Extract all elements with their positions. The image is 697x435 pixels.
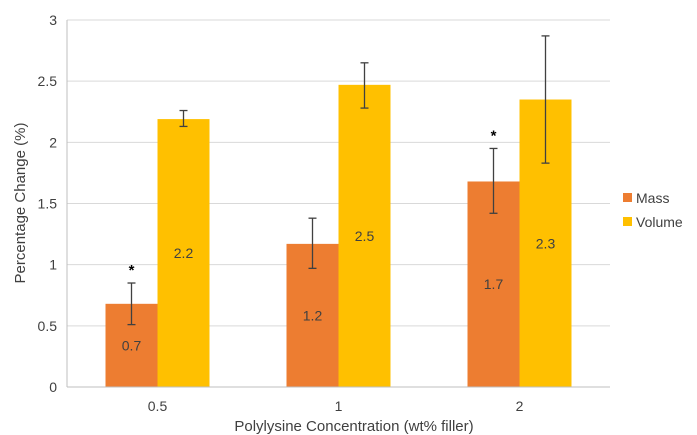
significance-marker: * [491,127,497,144]
legend-label: Volume [636,214,683,230]
bar [467,181,520,387]
axes: 0 0.5 1 1.5 2 2.5 3 0.5 1 2 [38,12,610,414]
data-labels: 0.7 * 2.2 1.2 2.5 1.7 * 2.3 [122,127,556,353]
data-label: 2.2 [174,245,194,261]
bars [105,84,572,388]
data-label: 1.2 [303,307,323,323]
legend-swatch [623,217,632,226]
data-label: 0.7 [122,337,142,353]
x-axis-title: Polylysine Concentration (wt% filler) [234,418,473,435]
legend-label: Mass [636,190,669,206]
error-bars [127,35,550,326]
y-tick-label: 2 [49,134,57,150]
x-tick-label: 0.5 [148,398,168,414]
data-label: 2.3 [536,235,556,251]
significance-marker: * [129,262,135,279]
bar [157,119,210,387]
y-tick-label: 3 [49,12,57,28]
bar [338,84,391,387]
data-label: 2.5 [355,228,375,244]
y-tick-label: 0 [49,379,57,395]
x-tick-label: 1 [335,398,343,414]
y-tick-label: 1 [49,257,57,273]
data-label: 1.7 [484,276,504,292]
y-tick-label: 2.5 [38,73,58,89]
y-axis-title: Percentage Change (%) [12,123,29,284]
legend: Mass Volume [623,190,683,230]
y-tick-label: 1.5 [38,196,58,212]
y-tick-label: 0.5 [38,318,58,334]
x-tick-label: 2 [516,398,524,414]
legend-swatch [623,193,632,202]
